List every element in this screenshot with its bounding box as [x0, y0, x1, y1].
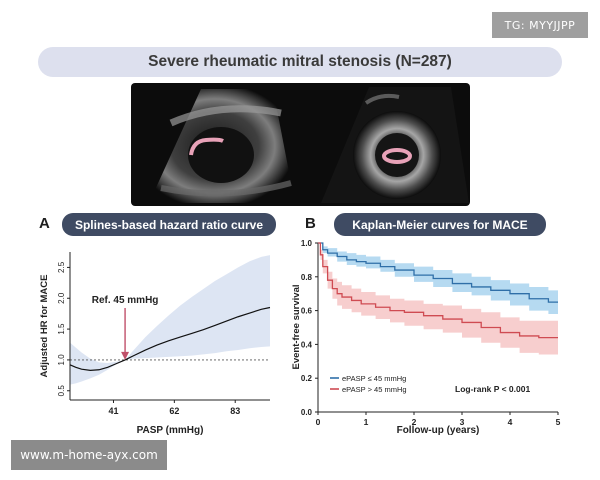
- panel-a-ci-band: [70, 255, 270, 385]
- panel-b-x-tick-label: 1: [364, 417, 369, 427]
- panel-a-hr-line: [69, 306, 271, 372]
- panel-a-x-label: PASP (mmHg): [137, 425, 204, 436]
- panel-b-x-tick-label: 3: [460, 417, 465, 427]
- panel-a-y-tick-label: 2.5: [57, 261, 66, 273]
- panel-b-y-tick-label: 0.2: [301, 374, 313, 383]
- panel-b-km-line-low: [318, 242, 558, 303]
- panel-b-legend-label: ePASP ≤ 45 mmHg: [342, 374, 406, 383]
- echo-images: [149, 87, 469, 203]
- panel-b-x-tick-label: 0: [316, 417, 321, 427]
- figure-title: Severe rheumatic mitral stenosis (N=287): [38, 47, 562, 77]
- panel-b-y-label: Event-free survival: [291, 284, 302, 369]
- panel-b-letter: B: [305, 215, 316, 232]
- panel-b-y-tick-label: 0.4: [301, 340, 313, 349]
- panel-b-x-tick-label: 5: [556, 417, 561, 427]
- panel-a-title: Splines-based hazard ratio curve: [62, 213, 276, 236]
- tg-badge: TG: MYYJJPP: [492, 12, 588, 38]
- echo-left-wall: [169, 105, 282, 127]
- panel-a-y-label: Adjusted HR for MACE: [39, 275, 50, 378]
- panel-b-ci-band-low: [318, 243, 558, 316]
- panel-a-letter: A: [39, 215, 50, 232]
- panel-a-ref-label: Ref. 45 mmHg: [92, 295, 159, 306]
- panel-b-x-tick-label: 4: [508, 417, 513, 427]
- panel-b-x-tick-label: 2: [412, 417, 417, 427]
- echo-right-speckle: [364, 93, 400, 105]
- echo-left-mitral-outline: [189, 137, 224, 156]
- panel-b-logrank-annotation: Log-rank P < 0.001: [455, 384, 530, 394]
- echo-left-wall-lower: [160, 180, 292, 197]
- watermark: www.m-home-ayx.com: [11, 440, 167, 470]
- echo-image-panel: [131, 83, 470, 206]
- panel-a-ref-arrow-head: [121, 351, 130, 360]
- panel-a-y-tick-label: 1.0: [57, 354, 66, 366]
- panel-b-x-label: Follow-up (years): [397, 425, 480, 436]
- echo-right-orifice: [382, 148, 412, 164]
- panel-b-legend-label: ePASP > 45 mmHg: [342, 385, 407, 394]
- panel-b-title: Kaplan-Meier curves for MACE: [334, 213, 546, 236]
- panel-b-y-tick-label: 0.8: [301, 273, 313, 282]
- panel-a-y-tick-label: 1.5: [57, 323, 66, 335]
- panel-a-x-tick-label: 62: [169, 406, 179, 416]
- panel-b-km-line-high: [318, 242, 558, 339]
- panel-b-y-tick-label: 1.0: [301, 239, 313, 248]
- panel-b-y-tick-label: 0.6: [301, 307, 313, 316]
- panel-a-y-tick-label: 0.5: [57, 385, 66, 397]
- panel-a-x-tick-label: 83: [230, 406, 240, 416]
- panel-b-y-tick-label: 0.0: [301, 408, 313, 417]
- panel-a-y-tick-label: 2.0: [57, 292, 66, 304]
- echo-right-lumen: [375, 133, 419, 177]
- panel-a-x-tick-label: 41: [108, 406, 118, 416]
